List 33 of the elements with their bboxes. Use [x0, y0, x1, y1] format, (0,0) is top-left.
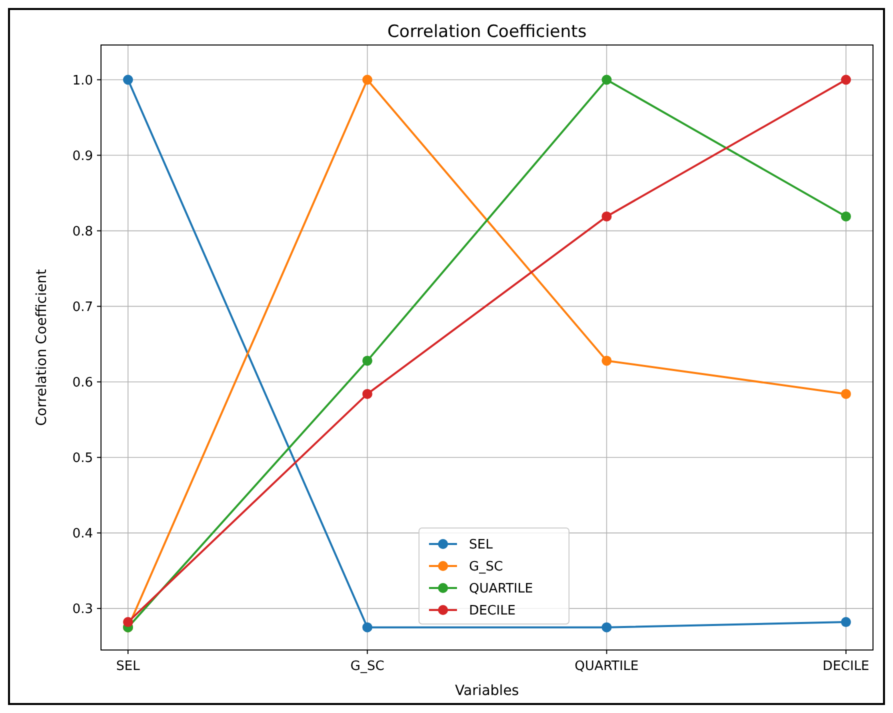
- x-axis-title: Variables: [455, 683, 519, 699]
- point: [840, 211, 851, 222]
- point: [362, 622, 372, 632]
- point: [362, 356, 372, 366]
- chart-title: Correlation Coefficients: [387, 22, 587, 42]
- y-tick-label: 0.9: [72, 148, 93, 164]
- y-tick-label: 1.0: [72, 73, 93, 88]
- point: [840, 74, 851, 85]
- point: [840, 617, 851, 628]
- point: [602, 622, 612, 632]
- point: [840, 388, 851, 399]
- legend-label: G_SC: [469, 560, 503, 575]
- point: [602, 356, 612, 366]
- point: [602, 74, 612, 85]
- point: [362, 388, 372, 399]
- y-tick-label: 0.5: [72, 450, 93, 466]
- y-axis-title: Correlation Coefficient: [34, 268, 50, 426]
- x-tick-label: DECILE: [822, 659, 870, 674]
- y-tick-label: 0.4: [72, 526, 93, 542]
- point: [123, 617, 134, 628]
- y-tick-label: 0.7: [72, 300, 93, 315]
- y-tick-label: 0.6: [72, 375, 93, 390]
- y-tick-label: 0.8: [72, 224, 93, 240]
- y-tick-label: 0.3: [72, 602, 93, 618]
- x-tick-label: G_SC: [350, 659, 384, 674]
- point: [602, 211, 612, 222]
- legend-label: QUARTILE: [469, 582, 533, 597]
- legend-label: DECILE: [469, 604, 516, 619]
- point: [123, 74, 134, 85]
- x-tick-label: QUARTILE: [574, 659, 639, 674]
- x-tick-label: SEL: [116, 659, 141, 674]
- legend-label: SEL: [469, 538, 494, 553]
- point: [362, 74, 372, 85]
